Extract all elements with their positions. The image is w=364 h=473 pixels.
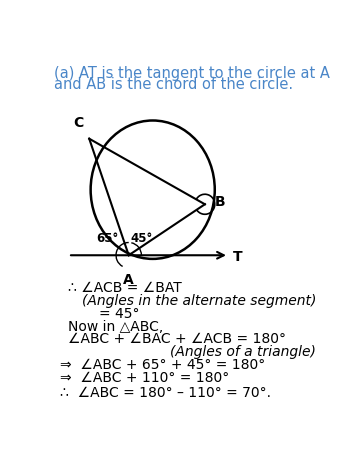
Text: ∴  ∠ABC = 180° – 110° = 70°.: ∴ ∠ABC = 180° – 110° = 70°. bbox=[60, 386, 270, 400]
Text: 45°: 45° bbox=[130, 232, 153, 245]
Text: A: A bbox=[123, 273, 134, 287]
Text: (Angles of a triangle): (Angles of a triangle) bbox=[170, 345, 316, 359]
Text: (Angles in the alternate segment): (Angles in the alternate segment) bbox=[82, 294, 316, 308]
Text: ⇒  ∠ABC + 65° + 45° = 180°: ⇒ ∠ABC + 65° + 45° = 180° bbox=[60, 358, 265, 372]
Text: B: B bbox=[215, 195, 225, 210]
Text: T: T bbox=[233, 250, 243, 264]
Text: ⇒  ∠ABC + 110° = 180°: ⇒ ∠ABC + 110° = 180° bbox=[60, 370, 229, 385]
Text: (a) AT is the tangent to the circle at A: (a) AT is the tangent to the circle at A bbox=[54, 66, 330, 81]
Text: = 45°: = 45° bbox=[99, 307, 140, 321]
Text: ∴ ∠ACB = ∠BAT: ∴ ∠ACB = ∠BAT bbox=[68, 281, 182, 295]
Text: C: C bbox=[73, 115, 84, 130]
Text: 65°: 65° bbox=[96, 232, 119, 245]
Text: ∠ABC + ∠BAC + ∠ACB = 180°: ∠ABC + ∠BAC + ∠ACB = 180° bbox=[68, 333, 286, 346]
Text: Now in △ABC,: Now in △ABC, bbox=[68, 320, 163, 333]
Text: and AB is the chord of the circle.: and AB is the chord of the circle. bbox=[54, 77, 293, 92]
